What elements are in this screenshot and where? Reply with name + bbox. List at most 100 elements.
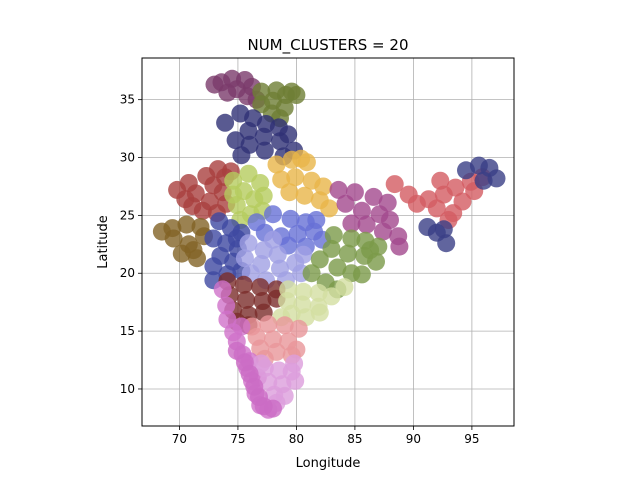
data-point (335, 278, 354, 297)
data-point (264, 230, 282, 249)
data-point (361, 241, 380, 260)
data-point (234, 275, 253, 294)
data-point (226, 131, 245, 150)
data-point (407, 194, 426, 213)
data-point (232, 146, 251, 165)
data-point (431, 171, 450, 190)
data-point (285, 354, 304, 373)
data-point (275, 316, 294, 335)
data-point (320, 199, 339, 218)
data-point (204, 176, 223, 195)
cluster-9 (152, 215, 213, 268)
y-tick-label: 15 (120, 324, 135, 338)
data-point (342, 214, 361, 233)
data-point (237, 290, 256, 309)
data-point (328, 258, 347, 277)
data-point (322, 239, 341, 258)
data-point (177, 215, 196, 234)
data-point (164, 229, 183, 248)
data-point (239, 234, 258, 253)
data-point (286, 371, 305, 390)
cluster-7 (385, 168, 492, 229)
data-point (281, 209, 300, 228)
data-point (224, 185, 243, 204)
data-point (342, 229, 361, 248)
y-axis-ticks: 10 15 20 25 30 35 (120, 93, 142, 396)
data-point (434, 220, 453, 239)
data-point (385, 175, 404, 194)
data-point (357, 215, 376, 234)
cluster-8 (418, 156, 506, 253)
x-axis-label: Longitude (296, 456, 361, 471)
data-point (289, 319, 308, 338)
data-point (437, 234, 456, 253)
data-point (268, 245, 287, 264)
data-point (213, 280, 232, 299)
y-tick-label: 20 (120, 266, 135, 280)
data-point (279, 125, 298, 144)
cluster-5 (267, 149, 339, 218)
data-point (259, 315, 278, 334)
data-point (267, 155, 286, 174)
data-point (286, 168, 305, 187)
y-tick-label: 25 (120, 208, 135, 222)
data-point (295, 186, 314, 205)
data-point (302, 264, 321, 283)
cluster-4 (224, 164, 273, 229)
data-point (217, 296, 236, 315)
x-tick-label: 75 (230, 432, 245, 446)
cluster-19 (227, 341, 282, 418)
plot-frame (141, 57, 515, 427)
x-tick-label: 90 (406, 432, 421, 446)
x-tick-label: 80 (289, 432, 304, 446)
data-point (314, 177, 333, 196)
y-tick-label: 35 (120, 93, 135, 107)
data-point (251, 278, 270, 297)
data-point (307, 211, 326, 229)
data-point (255, 141, 274, 160)
data-point (287, 86, 306, 104)
data-point (324, 226, 343, 245)
data-point (235, 249, 254, 268)
data-point (254, 186, 273, 205)
cluster-2 (216, 104, 304, 166)
data-point (338, 244, 357, 263)
x-axis-ticks: 70 75 80 85 90 95 (172, 426, 480, 446)
data-point (364, 187, 383, 206)
x-tick-label: 85 (347, 432, 362, 446)
data-point (352, 265, 371, 284)
cluster-0 (205, 69, 266, 109)
x-tick-label: 70 (172, 432, 187, 446)
data-point (264, 205, 282, 224)
scatter-points (152, 69, 506, 419)
chart-title: NUM_CLUSTERS = 20 (247, 36, 408, 55)
data-point (239, 121, 258, 140)
data-point (292, 149, 311, 168)
data-point (218, 83, 237, 102)
data-point (310, 250, 329, 269)
data-point (280, 183, 299, 202)
data-point (294, 245, 313, 264)
x-tick-label: 95 (464, 432, 479, 446)
cluster-10 (204, 212, 251, 290)
data-point (205, 75, 224, 94)
data-point (453, 192, 472, 211)
data-point (381, 211, 399, 229)
data-point (329, 180, 348, 199)
data-point (184, 241, 203, 260)
data-point (254, 127, 273, 146)
y-tick-label: 30 (120, 151, 135, 165)
y-tick-label: 10 (120, 382, 135, 396)
data-point (252, 354, 271, 373)
data-point (216, 113, 235, 132)
data-point (352, 201, 371, 220)
data-point (310, 303, 329, 322)
data-point (474, 171, 493, 190)
data-point (446, 178, 465, 197)
data-point (204, 257, 223, 276)
data-point (322, 287, 341, 306)
data-point (232, 317, 251, 336)
data-point (427, 199, 446, 218)
y-axis-label: Latitude (96, 215, 111, 269)
